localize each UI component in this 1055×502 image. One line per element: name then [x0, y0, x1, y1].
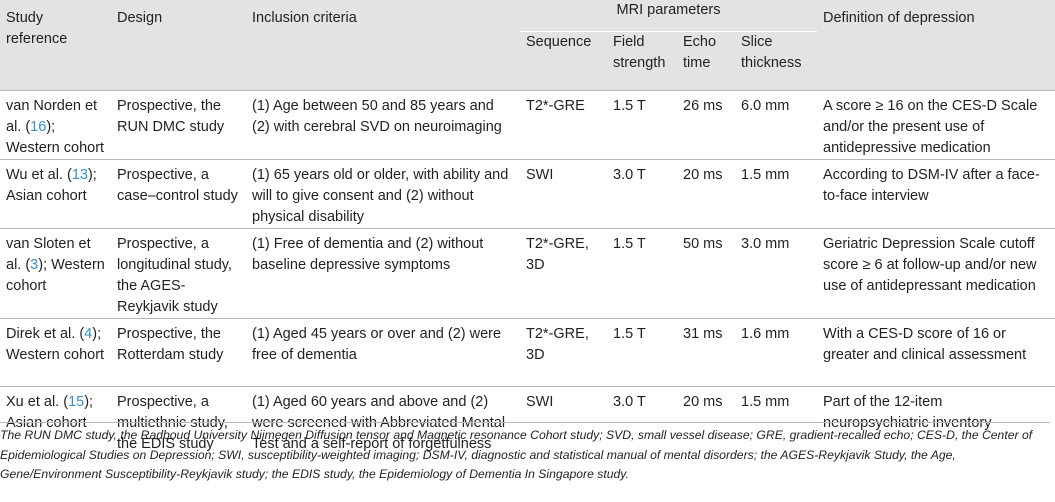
inclusion-cell: (1) Aged 45 years or over and (2) were f…	[252, 325, 502, 363]
echo-time-cell: 20 ms	[683, 166, 723, 183]
inclusion-cell: (1) 65 years old or older, with ability …	[252, 166, 509, 225]
ref-text: Wu et al. (	[6, 166, 72, 183]
slice-thickness-cell: 1.5 mm	[741, 393, 790, 410]
citation-link[interactable]: 4	[84, 325, 93, 342]
design-cell: Prospective, the RUN DMC study	[117, 97, 225, 135]
ref-text: Direk et al. (	[6, 325, 85, 342]
citation-link[interactable]: 3	[30, 256, 39, 273]
ref-text: ); Western cohort	[6, 118, 105, 156]
echo-time-cell: 26 ms	[683, 97, 723, 114]
inclusion-cell: (1) Age between 50 and 85 years and (2) …	[252, 97, 502, 135]
header-design: Design	[111, 0, 246, 90]
design-cell: Prospective, a longitudinal study, the A…	[117, 235, 233, 315]
inclusion-cell: (1) Free of dementia and (2) without bas…	[252, 235, 484, 273]
table-row: van Sloten et al. (3); Western cohort Pr…	[0, 228, 1055, 318]
header-inclusion-criteria: Inclusion criteria	[246, 0, 520, 90]
header-row-1: Study reference Design Inclusion criteri…	[0, 0, 1055, 90]
header-mri-parameters: MRI parameters	[616, 2, 721, 18]
design-cell: Prospective, the Rotterdam study	[117, 325, 224, 363]
sequence-cell: T2*-GRE	[526, 97, 585, 114]
table-row: Xu et al. (15); Asian cohort Prospective…	[0, 386, 1055, 455]
sequence-cell: T2*-GRE, 3D	[526, 325, 589, 363]
study-reference-cell: Wu et al. (13); Asian cohort	[0, 159, 111, 228]
definition-cell: According to DSM-IV after a face-to-face…	[823, 166, 1040, 204]
ref-text: van Sloten et al. (	[6, 235, 91, 273]
ref-text: Xu et al. (	[6, 393, 69, 410]
study-reference-cell: Direk et al. (4); Western cohort	[0, 318, 111, 386]
definition-cell: Geriatric Depression Scale cutoff score …	[823, 235, 1037, 294]
slice-thickness-cell: 1.6 mm	[741, 325, 790, 342]
echo-time-cell: 31 ms	[683, 325, 723, 342]
ref-text: ); Western cohort	[6, 325, 105, 363]
study-reference-cell: van Norden et al. (16); Western cohort	[0, 90, 111, 159]
table-row: Wu et al. (13); Asian cohort Prospective…	[0, 159, 1055, 228]
table-row: van Norden et al. (16); Western cohort P…	[0, 90, 1055, 159]
echo-time-cell: 20 ms	[683, 393, 723, 410]
sequence-cell: T2*-GRE, 3D	[526, 235, 589, 273]
header-definition: Definition of depression	[817, 0, 1055, 90]
footnote-text: The RUN DMC study, the Radboud Universit…	[0, 428, 1033, 481]
slice-thickness-cell: 6.0 mm	[741, 97, 790, 114]
citation-link[interactable]: 15	[68, 393, 85, 410]
sequence-cell: SWI	[526, 166, 554, 183]
header-echo-time: Echo time	[677, 30, 735, 90]
definition-cell: With a CES-D score of 16 or greater and …	[823, 325, 1027, 363]
citation-link[interactable]: 16	[30, 118, 47, 135]
table-row: Direk et al. (4); Western cohort Prospec…	[0, 318, 1055, 386]
definition-cell: A score ≥ 16 on the CES-D Scale and/or t…	[823, 97, 1038, 156]
field-strength-cell: 3.0 T	[613, 393, 646, 410]
header-slice-thickness: Slice thickness	[735, 30, 818, 90]
ref-text: van Norden et al. (	[6, 97, 98, 135]
inclusion-cell: (1) Aged 60 years and above and (2) were…	[252, 393, 506, 452]
study-table: Study reference Design Inclusion criteri…	[0, 0, 1055, 455]
ref-text: ); Western cohort	[6, 256, 105, 294]
design-cell: Prospective, a case–control study	[117, 166, 238, 204]
field-strength-cell: 3.0 T	[613, 166, 646, 183]
slice-thickness-cell: 1.5 mm	[741, 166, 790, 183]
field-strength-cell: 1.5 T	[613, 325, 646, 342]
echo-time-cell: 50 ms	[683, 235, 723, 252]
sequence-cell: SWI	[526, 393, 554, 410]
ref-text: ); Asian cohort	[6, 166, 97, 204]
header-field-strength: Field strength	[607, 30, 677, 90]
slice-thickness-cell: 3.0 mm	[741, 235, 790, 252]
field-strength-cell: 1.5 T	[613, 235, 646, 252]
citation-link[interactable]: 13	[71, 166, 88, 183]
table-footnote: The RUN DMC study, the Radboud Universit…	[0, 422, 1050, 485]
header-sequence: Sequence	[520, 30, 607, 90]
header-study-reference: Study reference	[0, 0, 111, 90]
field-strength-cell: 1.5 T	[613, 97, 646, 114]
study-reference-cell: Xu et al. (15); Asian cohort	[0, 386, 111, 455]
study-reference-cell: van Sloten et al. (3); Western cohort	[0, 228, 111, 318]
